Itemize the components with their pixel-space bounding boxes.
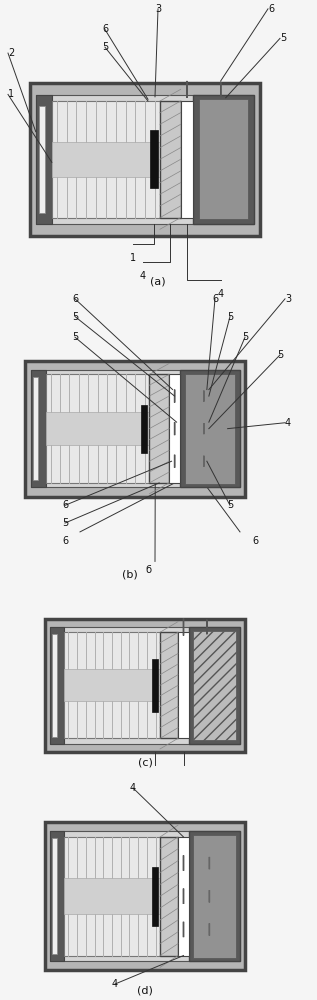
- Text: 5: 5: [227, 500, 233, 510]
- Bar: [36, 95, 254, 224]
- Text: 6: 6: [252, 536, 258, 546]
- Bar: [152, 867, 158, 926]
- Text: (a): (a): [150, 276, 166, 286]
- Text: 5: 5: [72, 312, 78, 322]
- Bar: [169, 374, 180, 483]
- Bar: [160, 837, 178, 956]
- Bar: [45, 822, 245, 970]
- Bar: [25, 361, 245, 496]
- Text: 4: 4: [218, 289, 224, 299]
- Bar: [30, 370, 46, 487]
- Text: 5: 5: [242, 332, 248, 342]
- Text: 5: 5: [102, 42, 108, 52]
- Bar: [193, 631, 236, 740]
- Bar: [152, 659, 158, 712]
- Bar: [52, 142, 160, 177]
- Text: 6: 6: [72, 294, 78, 304]
- Bar: [50, 831, 240, 961]
- Bar: [30, 83, 260, 236]
- Text: 5: 5: [62, 518, 68, 528]
- Bar: [149, 374, 169, 483]
- Bar: [178, 632, 189, 738]
- Bar: [193, 95, 254, 224]
- Text: 6: 6: [102, 24, 108, 34]
- Text: (b): (b): [122, 569, 138, 579]
- Text: 5: 5: [227, 312, 233, 322]
- Bar: [36, 95, 52, 224]
- Text: 4: 4: [285, 418, 291, 428]
- Text: б: б: [145, 565, 151, 575]
- Bar: [33, 377, 38, 480]
- Bar: [193, 835, 236, 958]
- Text: 6: 6: [268, 4, 274, 14]
- Text: 6: 6: [62, 536, 68, 546]
- Bar: [189, 831, 240, 961]
- Bar: [185, 374, 235, 484]
- Bar: [64, 878, 160, 914]
- Bar: [181, 101, 193, 218]
- Text: 5: 5: [72, 332, 78, 342]
- Bar: [50, 627, 240, 744]
- Bar: [160, 101, 181, 218]
- Text: 6: 6: [62, 500, 68, 510]
- Bar: [30, 370, 240, 487]
- Bar: [46, 412, 149, 445]
- Bar: [178, 837, 189, 956]
- Text: 1: 1: [130, 253, 136, 263]
- Bar: [52, 101, 160, 218]
- Bar: [45, 619, 245, 752]
- Bar: [50, 627, 64, 744]
- Bar: [64, 837, 160, 956]
- Bar: [150, 130, 158, 188]
- Bar: [64, 632, 160, 738]
- Text: 3: 3: [155, 4, 161, 14]
- Bar: [141, 405, 147, 453]
- Bar: [52, 838, 56, 954]
- Text: 4: 4: [112, 979, 118, 989]
- Text: (c): (c): [138, 757, 152, 767]
- Bar: [160, 632, 178, 738]
- Bar: [189, 627, 240, 744]
- Text: 6: 6: [212, 294, 218, 304]
- Text: 4: 4: [130, 783, 136, 793]
- Bar: [52, 634, 56, 737]
- Bar: [39, 106, 45, 213]
- Text: 5: 5: [277, 350, 283, 360]
- Bar: [180, 370, 240, 487]
- Text: 3: 3: [285, 294, 291, 304]
- Text: (d): (d): [137, 985, 153, 995]
- Text: 1: 1: [8, 89, 14, 99]
- Bar: [50, 831, 64, 961]
- Bar: [199, 99, 248, 219]
- Text: 5: 5: [280, 33, 286, 43]
- Bar: [64, 669, 160, 701]
- Bar: [46, 374, 149, 483]
- Text: 4: 4: [140, 271, 146, 281]
- Text: 2: 2: [8, 48, 14, 58]
